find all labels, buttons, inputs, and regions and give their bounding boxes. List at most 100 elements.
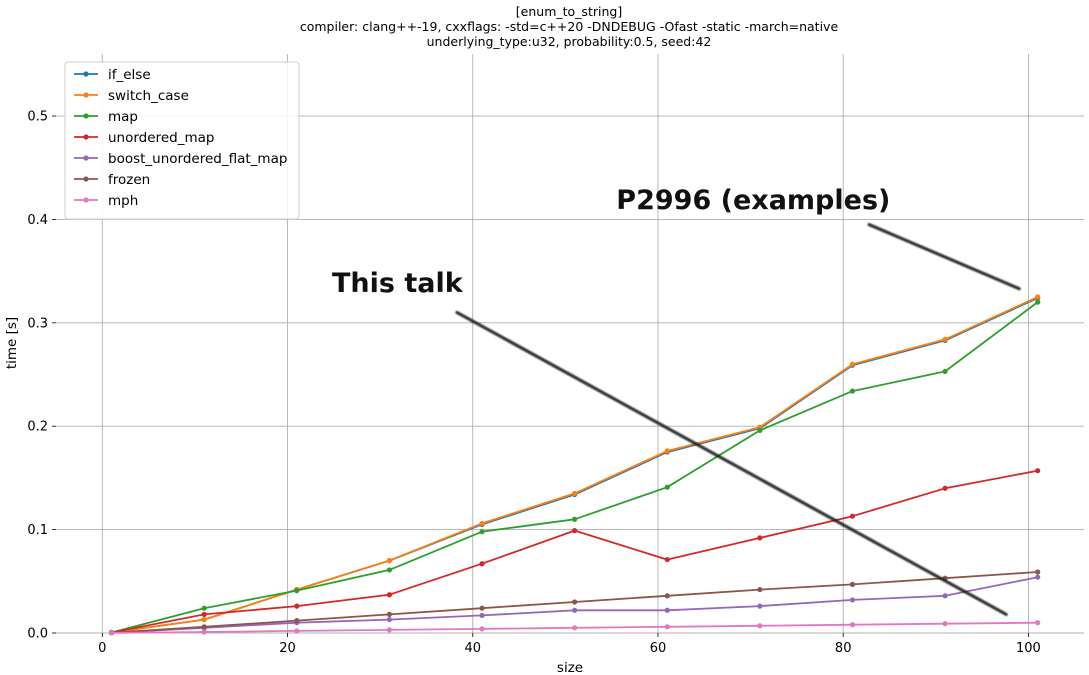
annotation-text: P2996 (examples) <box>616 185 890 216</box>
x-axis-label: size <box>557 660 583 675</box>
legend-label: mph <box>108 193 138 209</box>
legend-swatch-marker <box>83 71 89 77</box>
data-point-map <box>664 484 670 490</box>
legend-item-frozen: frozen <box>74 172 150 188</box>
legend-box <box>64 61 300 220</box>
data-point-frozen <box>664 593 670 599</box>
annotation-arrow <box>455 310 1008 616</box>
data-point-frozen <box>201 624 207 630</box>
legend-item-if_else: if_else <box>74 67 151 83</box>
annotation-arrow <box>867 222 1021 291</box>
data-point-boost_unordered_flat_map <box>1035 574 1041 580</box>
y-tick-label: 0.2 <box>27 420 48 435</box>
legend-label: frozen <box>108 172 150 188</box>
x-tick-label: 20 <box>279 641 296 656</box>
y-tick-label: 0.1 <box>27 523 48 538</box>
data-point-map <box>849 388 856 394</box>
series-switch_case <box>108 294 1041 636</box>
data-point-boost_unordered_flat_map <box>479 612 485 619</box>
data-point-boost_unordered_flat_map <box>664 607 670 613</box>
data-point-mph <box>849 622 856 628</box>
legend-swatch-marker <box>83 176 89 182</box>
data-point-switch_case <box>479 520 485 527</box>
title-line-2: compiler: clang++-19, cxxflags: -std=c++… <box>300 19 839 34</box>
data-point-mph <box>386 627 393 633</box>
data-point-map <box>386 567 393 573</box>
legend-swatch-marker <box>83 113 89 119</box>
data-point-mph <box>572 625 578 631</box>
series-layer <box>108 294 1041 636</box>
data-point-frozen <box>849 581 856 588</box>
legend-label: map <box>108 109 138 125</box>
data-point-map <box>479 529 485 535</box>
legend-label: switch_case <box>108 88 189 104</box>
legend-swatch-marker <box>83 92 89 98</box>
data-point-switch_case <box>572 490 578 497</box>
data-point-switch_case <box>942 336 948 342</box>
data-point-unordered_map <box>1035 468 1041 474</box>
y-tick-label: 0.5 <box>27 110 48 125</box>
y-tick-label: 0.4 <box>27 213 48 228</box>
data-point-boost_unordered_flat_map <box>942 593 948 599</box>
data-point-unordered_map <box>386 592 393 598</box>
legend-label: unordered_map <box>108 130 214 146</box>
series-if_else <box>108 295 1041 636</box>
data-point-boost_unordered_flat_map <box>849 597 856 603</box>
data-point-boost_unordered_flat_map <box>757 603 763 609</box>
data-point-map <box>1035 299 1041 305</box>
x-tick-label: 80 <box>835 641 852 656</box>
data-point-mph <box>664 624 670 630</box>
legend-label: if_else <box>108 67 151 83</box>
series-map <box>108 299 1041 636</box>
data-point-mph <box>201 629 207 635</box>
data-point-switch_case <box>386 558 393 564</box>
x-tick-label: 100 <box>1016 641 1041 656</box>
data-point-mph <box>108 630 115 636</box>
chart-title: [enum_to_string] compiler: clang++-19, c… <box>300 4 839 49</box>
data-point-frozen <box>386 611 393 617</box>
data-point-switch_case <box>849 361 856 367</box>
data-point-unordered_map <box>757 535 763 541</box>
series-unordered_map <box>108 468 1041 636</box>
data-point-map <box>572 516 578 522</box>
data-point-map <box>294 588 300 594</box>
data-point-frozen <box>479 605 485 611</box>
data-point-switch_case <box>201 616 207 623</box>
data-point-frozen <box>572 599 578 605</box>
legend-swatch-marker <box>83 134 89 140</box>
data-point-mph <box>757 623 763 629</box>
y-tick-label: 0.3 <box>27 316 48 331</box>
series-mph <box>108 620 1041 636</box>
data-point-frozen <box>757 586 763 593</box>
data-point-unordered_map <box>664 556 670 563</box>
data-point-unordered_map <box>849 513 856 519</box>
legend-item-switch_case: switch_case <box>74 88 189 104</box>
legend-item-mph: mph <box>74 193 138 209</box>
y-axis-label: time [s] <box>4 317 20 369</box>
title-line-1: [enum_to_string] <box>516 4 622 19</box>
title-line-3: underlying_type:u32, probability:0.5, se… <box>427 34 712 49</box>
data-point-unordered_map <box>201 611 207 617</box>
x-tick-label: 60 <box>650 641 667 656</box>
data-point-frozen <box>1035 569 1041 575</box>
y-tick-label: 0.0 <box>27 627 48 642</box>
legend-item-map: map <box>74 109 138 125</box>
legend-label: boost_unordered_flat_map <box>108 151 287 167</box>
data-point-unordered_map <box>572 528 578 534</box>
data-point-map <box>942 368 948 375</box>
x-tick-label: 0 <box>98 641 106 656</box>
data-point-map <box>757 427 763 433</box>
legend-swatch-marker <box>83 197 89 203</box>
legend-item-boost_unordered_flat_map: boost_unordered_flat_map <box>74 151 287 167</box>
data-point-boost_unordered_flat_map <box>572 607 578 613</box>
data-point-mph <box>294 628 300 634</box>
data-point-boost_unordered_flat_map <box>386 616 393 623</box>
x-axis-ticks: 0 20 40 60 80 100 <box>98 633 1041 656</box>
data-point-mph <box>1035 620 1041 626</box>
annotation-layer: P2996 (examples) This talk <box>332 185 1021 616</box>
data-point-mph <box>479 626 485 632</box>
y-axis-ticks: 0.0 0.1 0.2 0.3 0.4 0.5 <box>27 110 56 642</box>
data-point-switch_case <box>664 448 670 454</box>
x-tick-label: 40 <box>464 641 481 656</box>
